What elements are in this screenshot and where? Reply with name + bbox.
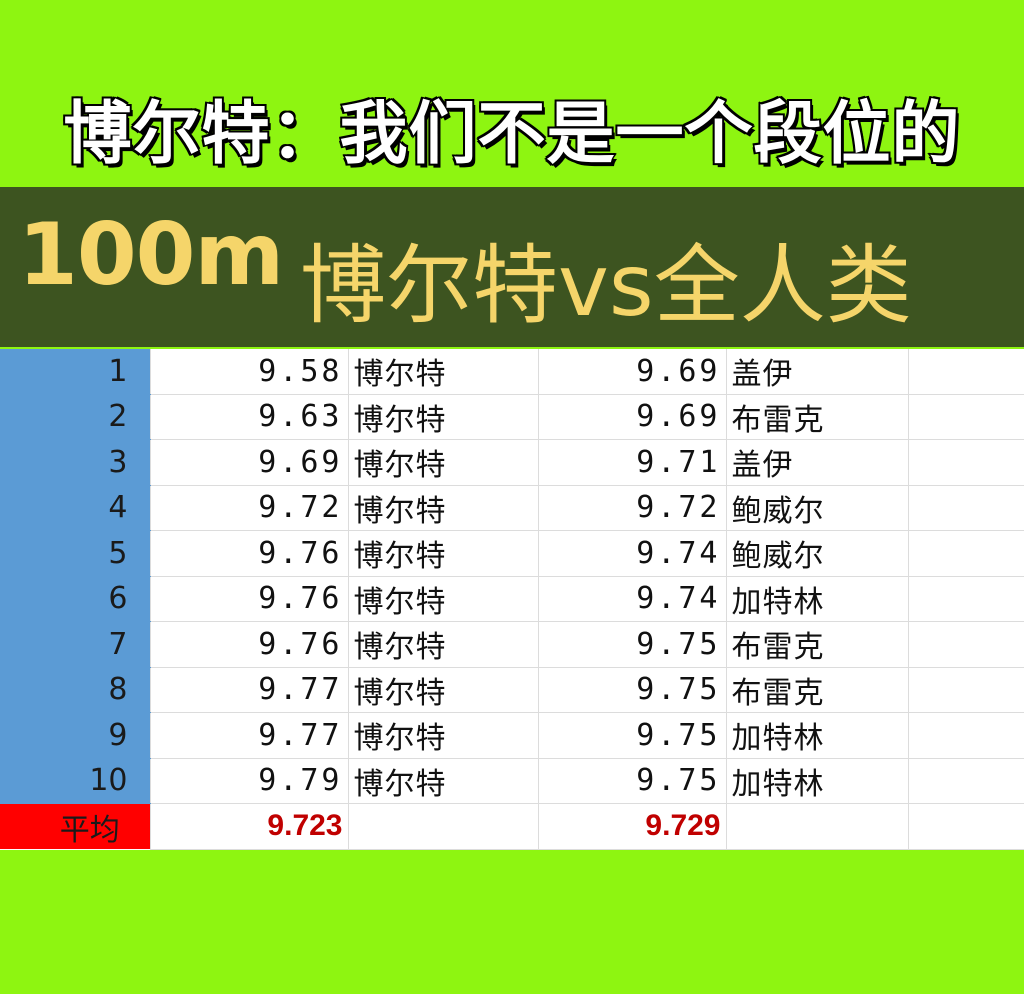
empty-cell[interactable] (726, 803, 909, 850)
bolt-time-cell[interactable]: 9.72 (150, 485, 349, 531)
table-row: 7 9.76 博尔特 9.75 布雷克 (0, 621, 1024, 668)
rank-cell[interactable]: 8 (0, 667, 151, 713)
bolt-name-cell[interactable]: 博尔特 (348, 712, 539, 759)
bolt-time-cell[interactable]: 9.76 (150, 576, 349, 622)
distance-label: 100m (18, 205, 284, 305)
other-time-cell[interactable]: 9.75 (538, 758, 727, 804)
rank-cell[interactable]: 4 (0, 485, 151, 531)
title-banner: 100m 博尔特vs全人类 (0, 187, 1024, 347)
other-time-cell[interactable]: 9.75 (538, 667, 727, 713)
bolt-time-cell[interactable]: 9.58 (150, 349, 349, 395)
table-row: 5 9.76 博尔特 9.74 鲍威尔 (0, 530, 1024, 577)
other-time-cell[interactable]: 9.75 (538, 621, 727, 668)
matchup-label: 博尔特vs全人类 (300, 236, 912, 336)
other-name-cell[interactable]: 布雷克 (726, 621, 909, 668)
table-row: 10 9.79 博尔特 9.75 加特林 (0, 758, 1024, 804)
rank-cell[interactable]: 6 (0, 576, 151, 622)
empty-cell[interactable] (908, 712, 1024, 759)
results-table-body: 1 9.58 博尔特 9.69 盖伊 2 9.63 博尔特 9.69 布雷克 3 9.69 博尔特 9.7… (0, 349, 1024, 850)
empty-cell[interactable] (908, 349, 1024, 395)
table-row: 8 9.77 博尔特 9.75 布雷克 (0, 667, 1024, 713)
other-time-cell[interactable]: 9.75 (538, 712, 727, 759)
other-time-cell[interactable]: 9.69 (538, 349, 727, 395)
empty-cell[interactable] (908, 485, 1024, 531)
other-name-cell[interactable]: 鲍威尔 (726, 485, 909, 531)
other-time-cell[interactable]: 9.72 (538, 485, 727, 531)
other-time-cell[interactable]: 9.71 (538, 439, 727, 486)
bolt-name-cell[interactable]: 博尔特 (348, 485, 539, 531)
other-name-cell[interactable]: 加特林 (726, 758, 909, 804)
empty-cell[interactable] (908, 667, 1024, 713)
empty-cell[interactable] (908, 621, 1024, 668)
other-time-cell[interactable]: 9.74 (538, 530, 727, 577)
empty-cell[interactable] (908, 576, 1024, 622)
other-time-cell[interactable]: 9.74 (538, 576, 727, 622)
bolt-name-cell[interactable]: 博尔特 (348, 349, 539, 395)
table-row: 1 9.58 博尔特 9.69 盖伊 (0, 349, 1024, 395)
bolt-name-cell[interactable]: 博尔特 (348, 758, 539, 804)
other-name-cell[interactable]: 布雷克 (726, 667, 909, 713)
bolt-time-cell[interactable]: 9.63 (150, 394, 349, 440)
rank-cell[interactable]: 5 (0, 530, 151, 577)
bolt-name-cell[interactable]: 博尔特 (348, 667, 539, 713)
empty-cell[interactable] (908, 758, 1024, 804)
rank-cell[interactable]: 2 (0, 394, 151, 440)
other-name-cell[interactable]: 盖伊 (726, 439, 909, 486)
other-time-cell[interactable]: 9.69 (538, 394, 727, 440)
other-name-cell[interactable]: 鲍威尔 (726, 530, 909, 577)
table-row: 3 9.69 博尔特 9.71 盖伊 (0, 439, 1024, 486)
other-name-cell[interactable]: 加特林 (726, 576, 909, 622)
bolt-name-cell[interactable]: 博尔特 (348, 530, 539, 577)
table-row: 9 9.77 博尔特 9.75 加特林 (0, 712, 1024, 759)
bolt-time-cell[interactable]: 9.77 (150, 712, 349, 759)
other-name-cell[interactable]: 盖伊 (726, 349, 909, 395)
empty-cell[interactable] (908, 394, 1024, 440)
results-table: 1 9.58 博尔特 9.69 盖伊 2 9.63 博尔特 9.69 布雷克 3 9.69 博尔特 9.7… (0, 349, 1024, 850)
bolt-name-cell[interactable]: 博尔特 (348, 439, 539, 486)
table-row: 6 9.76 博尔特 9.74 加特林 (0, 576, 1024, 622)
rank-cell[interactable]: 10 (0, 758, 151, 804)
bolt-name-cell[interactable]: 博尔特 (348, 576, 539, 622)
empty-cell[interactable] (908, 803, 1024, 850)
rank-cell[interactable]: 3 (0, 439, 151, 486)
rank-cell[interactable]: 7 (0, 621, 151, 668)
others-average-cell[interactable]: 9.729 (538, 803, 727, 850)
bolt-name-cell[interactable]: 博尔特 (348, 394, 539, 440)
empty-cell[interactable] (908, 530, 1024, 577)
empty-cell[interactable] (348, 803, 539, 850)
rank-cell[interactable]: 1 (0, 349, 151, 395)
table-row: 4 9.72 博尔特 9.72 鲍威尔 (0, 485, 1024, 531)
bolt-time-cell[interactable]: 9.76 (150, 621, 349, 668)
headline-text: 博尔特：我们不是一个段位的 (62, 93, 961, 175)
other-name-cell[interactable]: 加特林 (726, 712, 909, 759)
bolt-time-cell[interactable]: 9.69 (150, 439, 349, 486)
other-name-cell[interactable]: 布雷克 (726, 394, 909, 440)
empty-cell[interactable] (908, 439, 1024, 486)
bolt-time-cell[interactable]: 9.77 (150, 667, 349, 713)
table-row: 2 9.63 博尔特 9.69 布雷克 (0, 394, 1024, 440)
headline: 博尔特：我们不是一个段位的 (0, 82, 1024, 175)
average-label-cell[interactable]: 平均 (0, 803, 151, 849)
bolt-average-cell[interactable]: 9.723 (150, 803, 349, 850)
bolt-time-cell[interactable]: 9.76 (150, 530, 349, 577)
average-row: 平均 9.723 9.729 (0, 803, 1024, 850)
bolt-time-cell[interactable]: 9.79 (150, 758, 349, 804)
bolt-name-cell[interactable]: 博尔特 (348, 621, 539, 668)
rank-cell[interactable]: 9 (0, 712, 151, 759)
